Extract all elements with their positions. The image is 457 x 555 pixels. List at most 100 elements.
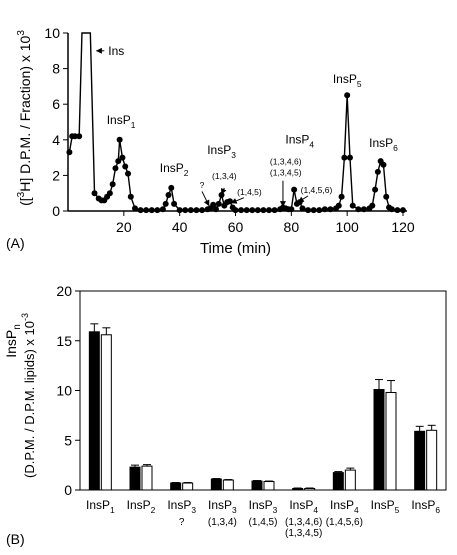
data-point (154, 207, 161, 214)
peak-label: InsP6 (369, 136, 398, 153)
panel-a-arrows (95, 47, 309, 208)
isomer-label: (1,4,5) (237, 187, 262, 197)
category-label: InsP3 (208, 498, 237, 515)
category-label: InsP2 (127, 498, 156, 515)
bar (304, 488, 316, 491)
peak-arrow (201, 191, 210, 207)
panel-a-label: (A) (6, 235, 25, 251)
bar (292, 488, 304, 491)
bar (182, 482, 194, 491)
data-point (380, 161, 387, 168)
category-sublabel: (1,3,4) (208, 517, 237, 528)
data-point (299, 205, 306, 212)
bar (344, 469, 356, 491)
bar (251, 480, 263, 491)
data-point (260, 207, 267, 214)
y-tick-label: 5 (64, 432, 72, 448)
data-point (212, 206, 219, 213)
data-point (193, 207, 200, 214)
data-point (143, 207, 150, 214)
category-sublabel: (1,3,4,5) (285, 528, 322, 539)
data-point (106, 190, 113, 197)
data-point (159, 206, 166, 213)
isomer-label: ? (200, 180, 205, 190)
category-sublabel: (1,4,5) (249, 517, 278, 528)
peak-label: InsP3 (207, 143, 236, 160)
bar (222, 479, 234, 491)
data-point (374, 168, 381, 175)
y-tick-label: 0 (64, 482, 72, 498)
category-label: InsP6 (411, 498, 440, 515)
y-tick-label: 0 (52, 203, 60, 219)
data-point (291, 186, 298, 193)
data-point (249, 207, 256, 214)
isomer-label: (1,3,4) (212, 171, 237, 181)
panel-b-label: (B) (6, 531, 25, 547)
data-point (171, 200, 178, 207)
bar (373, 389, 385, 491)
data-point (369, 202, 376, 209)
data-point (76, 133, 83, 140)
data-point (335, 202, 342, 209)
x-tick-label: 80 (284, 219, 300, 235)
data-point (132, 205, 138, 212)
data-point (148, 207, 155, 214)
category-label: InsP1 (86, 498, 115, 515)
panel-a-y-axis-label: ([3H] D.P.M. / Fraction) x 103 (16, 30, 33, 206)
bar (263, 481, 275, 491)
panel-b-ticks: 0 5 10 15 20 (56, 283, 80, 498)
y-tick-label: 10 (56, 383, 72, 399)
data-point (122, 163, 129, 170)
data-point (305, 207, 312, 214)
data-point (187, 207, 194, 214)
data-point (115, 158, 122, 165)
data-point (238, 207, 245, 214)
category-sublabel: (1,3,4,6) (285, 517, 322, 528)
data-point (338, 193, 345, 200)
data-point (137, 207, 144, 214)
category-sublabel: (1,4,5,6) (326, 517, 363, 528)
x-tick-label: 60 (228, 219, 244, 235)
panel-a-line-chart: 0 2 4 6 8 10 20 40 60 80 100 120 Ins InsP1 InsP2 InsP3… (6, 25, 415, 257)
data-point (182, 207, 189, 214)
data-point (372, 186, 379, 193)
panel-b-category-labels: InsP1 InsP2 InsP3? InsP3 (1,3,4) InsP3 (1,4,5)… (86, 498, 440, 539)
data-point (288, 206, 295, 213)
data-point (400, 207, 406, 214)
category-label: InsP4 (330, 498, 359, 515)
data-point (199, 207, 205, 214)
category-label: InsP4 (289, 498, 318, 515)
data-point (344, 92, 351, 99)
isomer-label: (1,3,4,6) (270, 157, 302, 167)
panel-a-data-points (66, 92, 406, 214)
data-point (226, 198, 233, 205)
y-tick-label: 4 (52, 132, 60, 148)
panel-a-ticks: 0 2 4 6 8 10 20 40 60 80 100 120 (44, 25, 414, 235)
data-point (116, 136, 123, 143)
x-tick-label: 20 (116, 219, 132, 235)
isomer-label: (1,4,5,6) (301, 185, 333, 195)
data-point (321, 206, 328, 213)
data-point (165, 191, 172, 198)
data-point (127, 193, 134, 200)
data-point (71, 133, 78, 140)
peak-label: Ins (108, 44, 124, 58)
data-point (66, 149, 73, 156)
panel-b-y-axis-label: (D.P.M. / D.P.M. lipids) x 10-3 (20, 313, 37, 478)
y-tick-label: 10 (44, 25, 60, 41)
data-point (162, 200, 169, 207)
bar (88, 331, 100, 491)
y-tick-label: 6 (52, 96, 60, 112)
data-point (176, 207, 183, 214)
category-label: InsP5 (371, 498, 400, 515)
peak-label: InsP1 (107, 113, 136, 130)
bar (170, 482, 182, 491)
y-tick-label: 2 (52, 167, 60, 183)
data-point (349, 202, 356, 209)
data-point (310, 207, 317, 214)
data-point (360, 206, 367, 213)
data-point (388, 206, 395, 213)
bar (141, 465, 153, 491)
bar (426, 429, 438, 491)
